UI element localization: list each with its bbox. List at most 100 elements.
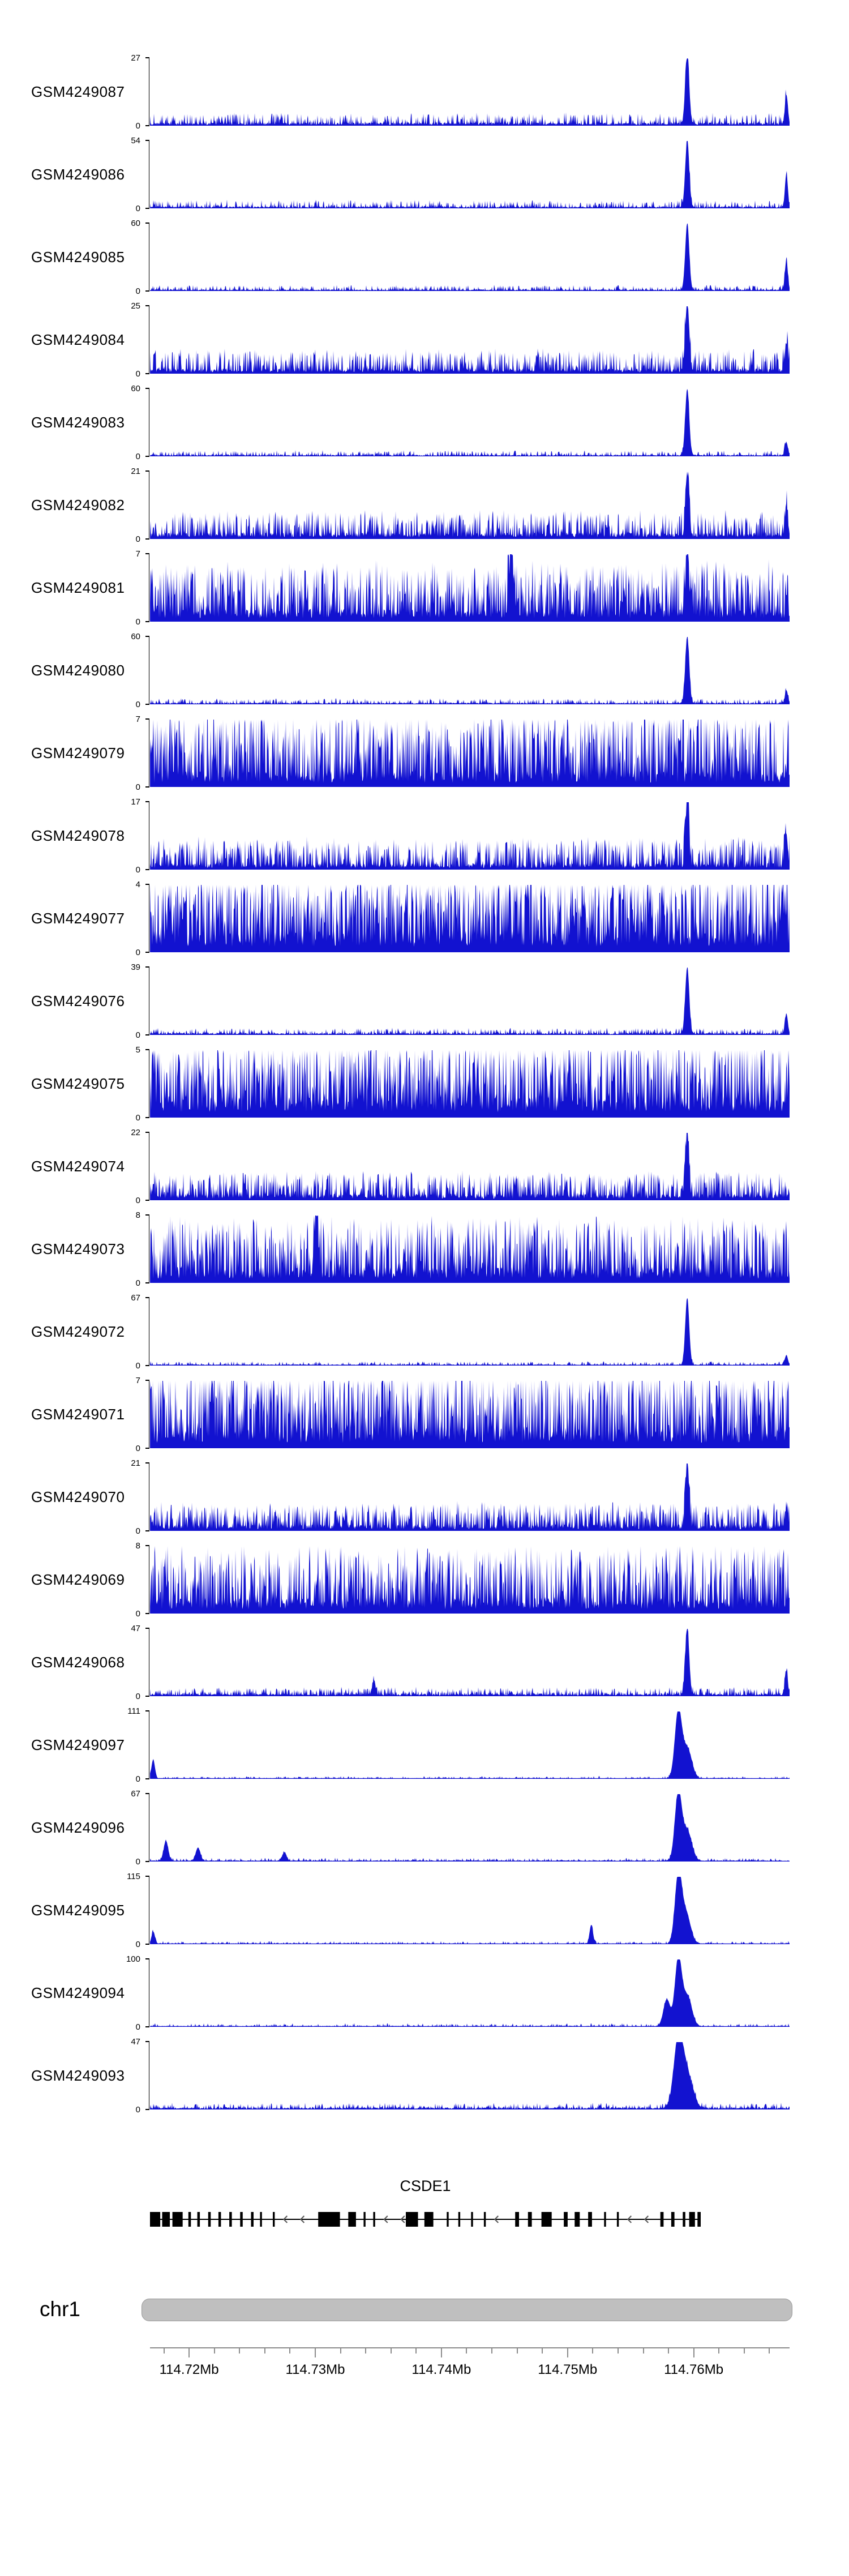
axis-tick [592,2348,594,2354]
signal-plot [150,1877,790,1944]
axis-tick [440,2348,442,2357]
axis-tick-label: 114.75Mb [538,2362,598,2377]
signal-area [150,1877,790,1944]
y-axis-tick [145,1876,149,1877]
axis-tick [668,2348,669,2354]
signal-area [150,1959,790,2027]
y-axis-tick [145,2041,149,2042]
signal-area [150,141,790,208]
y-axis-min-label: 0 [135,1857,140,1867]
axis-tick-label: 114.72Mb [159,2362,219,2377]
y-axis-tick [145,1861,149,1862]
y-axis-max-label: 27 [131,53,140,63]
exon [172,2212,183,2227]
track-row: GSM4249080 60 0 [0,632,849,718]
y-axis-min-label: 0 [135,617,140,627]
axis-tick [264,2348,265,2354]
exon [188,2212,191,2227]
y-axis-min-label: 0 [135,1196,140,1205]
y-axis-tick [145,621,149,622]
y-axis-min-label: 0 [135,865,140,875]
track-label: GSM4249082 [31,496,125,514]
track-label: GSM4249083 [31,413,125,431]
y-axis-max-label: 60 [131,384,140,393]
y-axis-max-label: 60 [131,219,140,228]
y-axis-max-label: 7 [135,714,140,724]
track-label: GSM4249079 [31,744,125,761]
y-axis-tick [145,2109,149,2110]
track-label: GSM4249081 [31,579,125,596]
exon [588,2212,592,2227]
y-axis-min-label: 0 [135,2022,140,2032]
y-axis-tick [145,1200,149,1201]
axis-tick [315,2348,316,2357]
y-axis-tick [145,305,149,306]
y-axis-min-label: 0 [135,1774,140,1784]
y-axis-tick [145,1958,149,1959]
y-axis-tick [145,1297,149,1298]
track-label: GSM4249074 [31,1157,125,1175]
track-label: GSM4249075 [31,1075,125,1092]
exon [660,2212,664,2227]
track-label: GSM4249097 [31,1736,125,1753]
y-axis-max-label: 67 [131,1293,140,1303]
track-row: GSM4249070 21 0 [0,1458,849,1544]
y-axis-max-label: 115 [127,1872,140,1881]
signal-area [150,1050,790,1118]
exon [273,2212,275,2227]
y-axis-max-label: 21 [131,1458,140,1468]
track-row: GSM4249079 7 0 [0,714,849,801]
exon [574,2212,580,2227]
signal-plot [150,1381,790,1448]
y-axis-tick [145,1613,149,1614]
track-row: GSM4249075 5 0 [0,1046,849,1131]
exon [697,2212,701,2227]
y-axis-max-label: 25 [131,301,140,311]
exon [471,2212,473,2227]
signal-plot [150,1711,790,1779]
track-label: GSM4249073 [31,1240,125,1257]
y-axis-tick [145,208,149,209]
y-axis-tick [145,373,149,374]
axis-tick [390,2348,392,2354]
track-label: GSM4249076 [31,992,125,1009]
y-axis-tick [145,1034,149,1035]
exon [260,2212,262,2227]
y-axis-tick [145,125,149,126]
signal-plot [150,802,790,870]
axis-tick [617,2348,619,2354]
exon [208,2212,211,2227]
axis-tick [365,2348,367,2354]
signal-plot [150,1216,790,1283]
exon [197,2212,200,2227]
exon [348,2212,356,2227]
axis-tick [213,2348,215,2354]
signal-area [150,2042,790,2109]
y-axis-tick [145,1710,149,1711]
y-axis-tick [145,1365,149,1366]
signal-area [150,58,790,126]
signal-plot [150,1629,790,1696]
y-axis-max-label: 100 [126,1954,140,1964]
axis-tick [415,2348,417,2354]
track-row: GSM4249068 47 0 [0,1624,849,1710]
y-axis-tick [145,222,149,224]
y-axis-min-label: 0 [135,2105,140,2115]
y-axis-min-label: 0 [135,121,140,131]
signal-plot [150,554,790,622]
track-row: GSM4249084 25 0 [0,301,849,387]
axis-tick [769,2348,770,2354]
exon [458,2212,461,2227]
track-row: GSM4249071 7 0 [0,1376,849,1462]
y-axis-tick [145,1380,149,1381]
strand-arrow-left-icon [282,2215,288,2223]
axis-tick [718,2348,720,2354]
track-label: GSM4249085 [31,248,125,266]
track-row: GSM4249087 27 0 [0,53,849,139]
track-row: GSM4249077 4 0 [0,880,849,966]
exon [541,2212,552,2227]
signal-area [150,1133,790,1200]
y-axis-tick [145,1696,149,1697]
y-axis-tick [145,538,149,540]
